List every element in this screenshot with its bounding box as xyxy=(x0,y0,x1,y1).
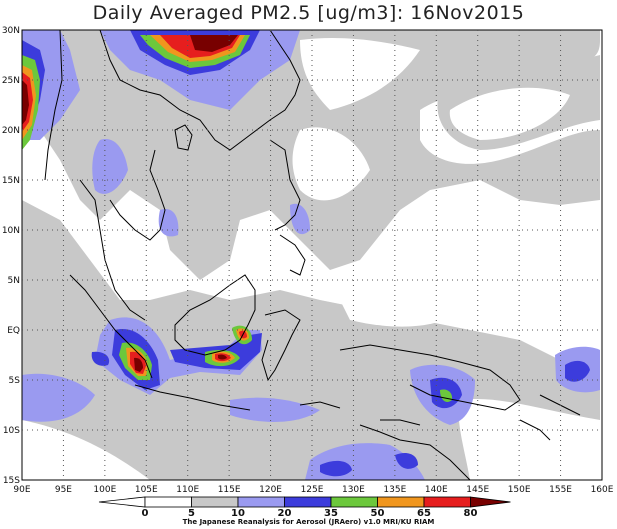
colorbar-segment xyxy=(377,496,425,508)
lat-tick-label: 5N xyxy=(8,276,20,286)
colorbar-arrow-high xyxy=(470,496,511,508)
lat-tick-label: EQ xyxy=(7,326,20,336)
pm25-field xyxy=(22,30,600,480)
colorbar-label: 5 xyxy=(188,508,195,519)
lon-tick-label: 95E xyxy=(55,485,72,495)
lon-tick-label: 100E xyxy=(93,485,116,495)
lat-tick-label: 5S xyxy=(9,376,21,386)
lat-tick-label: 30N xyxy=(2,26,20,36)
lat-tick-label: 20N xyxy=(2,126,20,136)
lat-tick-label: 15N xyxy=(2,176,20,186)
colorbar-segment xyxy=(237,496,285,508)
colorbar-segment xyxy=(423,496,471,508)
lon-tick-label: 90E xyxy=(13,485,30,495)
colorbar-segment xyxy=(330,496,378,508)
colorbar-label: 20 xyxy=(278,508,292,519)
credit-text: The Japanese Reanalysis for Aerosol (JRA… xyxy=(182,518,435,526)
colorbar-label: 50 xyxy=(371,508,385,519)
colorbar-label: 35 xyxy=(324,508,338,519)
lon-tick-label: 105E xyxy=(135,485,158,495)
colorbar-label: 0 xyxy=(142,508,149,519)
colorbar-arrow-low xyxy=(98,496,146,508)
lon-tick-label: 120E xyxy=(259,485,282,495)
lat-tick-label: 15S xyxy=(3,476,20,486)
longitude-labels: 90E 95E 100E 105E 110E 115E 120E 125E 130E 135E 14… xyxy=(13,485,613,495)
lat-tick-label: 10N xyxy=(2,226,20,236)
lon-tick-label: 145E xyxy=(466,485,489,495)
lon-tick-label: 155E xyxy=(549,485,572,495)
lon-tick-label: 150E xyxy=(508,485,531,495)
colorbar-label: 65 xyxy=(417,508,431,519)
colorbar-segment xyxy=(144,496,192,508)
map-title: Daily Averaged PM2.5 [ug/m3]: 16Nov2015 xyxy=(92,2,525,24)
latitude-labels: 30N 25N 20N 15N 10N 5N EQ 5S 10S 15S xyxy=(2,26,20,486)
lat-tick-label: 25N xyxy=(2,76,20,86)
lon-tick-label: 115E xyxy=(218,485,241,495)
colorbar: 0 5 10 20 35 50 65 80 xyxy=(98,496,511,519)
lon-tick-label: 140E xyxy=(425,485,448,495)
colorbar-label: 10 xyxy=(231,508,245,519)
lon-tick-label: 130E xyxy=(342,485,365,495)
gridlines xyxy=(22,30,602,480)
lon-tick-label: 110E xyxy=(176,485,199,495)
colorbar-segment xyxy=(191,496,239,508)
colorbar-segment xyxy=(284,496,332,508)
colorbar-label: 80 xyxy=(464,508,478,519)
lon-tick-label: 160E xyxy=(591,485,614,495)
shade-80-darkred xyxy=(22,35,238,372)
lat-tick-label: 10S xyxy=(3,426,20,436)
lon-tick-label: 125E xyxy=(301,485,324,495)
lon-tick-label: 135E xyxy=(383,485,406,495)
